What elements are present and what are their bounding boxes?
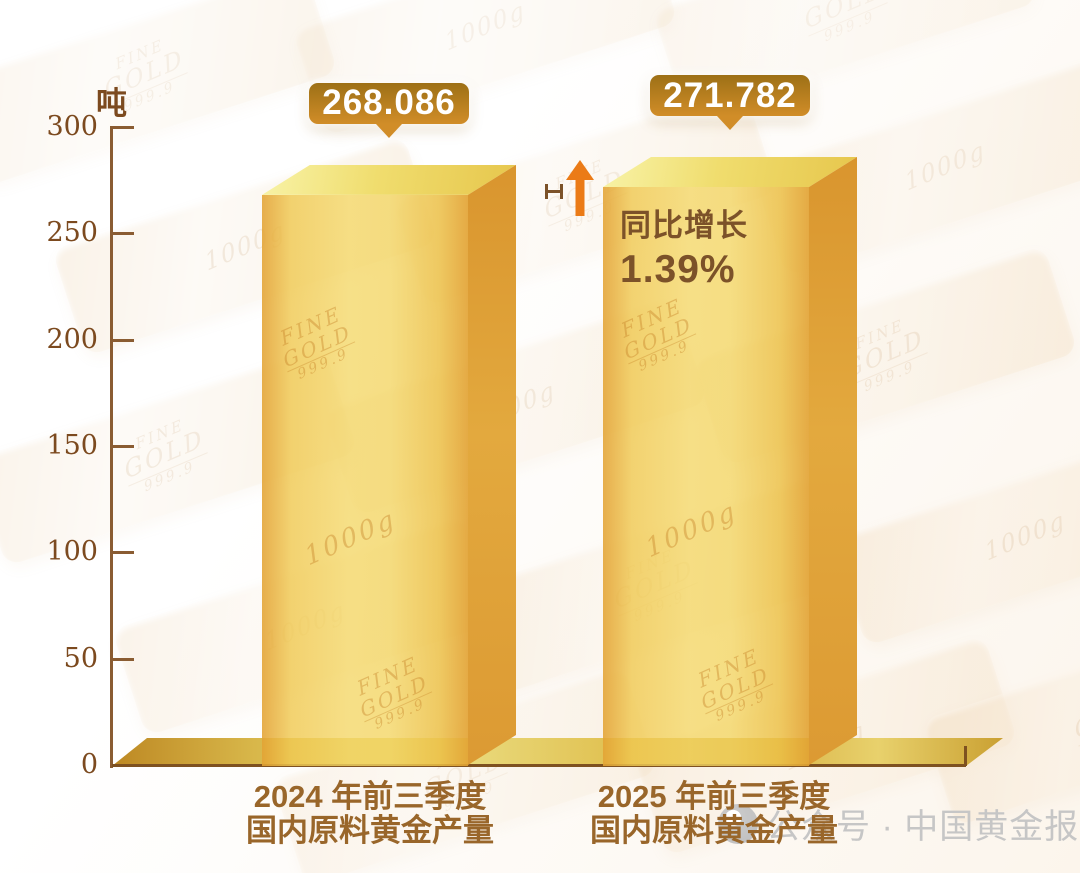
y-tick-label: 100 [46,536,98,568]
gold-bar-texture-stamp: FINE GOLD 999.9 [354,650,432,733]
y-axis-unit-label: 吨 [96,86,127,121]
bar-2025-side-face [809,157,857,765]
growth-annotation-label: 同比增长 [620,208,748,243]
x-label-2024: 2024 年前三季度 国内原料黄金产量 [160,781,580,848]
bar-2024-top-face [262,164,516,195]
x-label-2024-line2: 国内原料黄金产量 [246,812,494,848]
callout-pointer [717,116,743,130]
chart-floor-corner-line [964,746,967,766]
y-tick-mark [110,551,134,555]
callout-pointer [376,123,402,138]
bar-2024-front-face: FINE GOLD 999.9 1000g FINE GOLD 999.9 [262,194,468,766]
x-label-2025-line2: 国内原料黄金产量 [590,812,838,848]
y-tick-label: 50 [63,642,98,674]
bar-2025-top-face [603,157,857,187]
x-label-2025-line1: 2025 年前三季度 [597,779,831,814]
y-tick-label: 150 [46,430,98,461]
growth-annotation-value: 1.39% [620,248,736,291]
gold-bar-texture-stamp: FINE GOLD 999.9 [695,642,773,725]
height-difference-marker-icon [545,184,563,199]
y-tick-mark [110,657,134,661]
publisher-watermark: 公众号 · 中国黄金报 [718,799,1079,848]
bar-2024-side-face [468,165,516,765]
gold-bar-texture: 1000g [831,425,1080,647]
growth-up-arrow-icon [566,160,594,216]
x-label-2025: 2025 年前三季度 国内原料黄金产量 [504,781,924,848]
gold-bar-texture-stamp: 1000g [642,495,742,565]
y-tick-mark [110,338,134,342]
value-callout-2024: 268.086 [309,82,469,138]
value-2025: 271.782 [663,75,797,115]
chart-floor-front-edge [112,764,966,767]
publisher-watermark-text: 公众号 · 中国黄金报 [766,808,1080,846]
gold-bar-texture-stamp: FINE GOLD 999.9 [618,292,696,375]
value-callout-2025: 271.782 [650,75,810,130]
bar-2025-front-face: FINE GOLD 999.9 1000g FINE GOLD 999.9 [603,187,809,766]
publisher-logo-icon [718,803,758,844]
gold-bar-texture-stamp: 1000g [301,503,401,573]
gold-bar-texture-stamp: FINE GOLD 999.9 [277,300,355,383]
y-tick-mark [110,232,134,236]
y-tick-label: 300 [46,111,98,142]
growth-annotation: 同比增长 1.39% [620,200,748,292]
y-tick-label: 200 [46,323,98,355]
y-tick-label: 0 [80,749,98,780]
value-2024: 268.086 [322,83,456,123]
chart-floor [112,738,1003,766]
x-label-2024-line1: 2024 年前三季度 [253,779,487,814]
y-tick-mark [110,126,134,129]
y-tick-label: 250 [46,217,98,249]
y-tick-mark [110,445,134,448]
